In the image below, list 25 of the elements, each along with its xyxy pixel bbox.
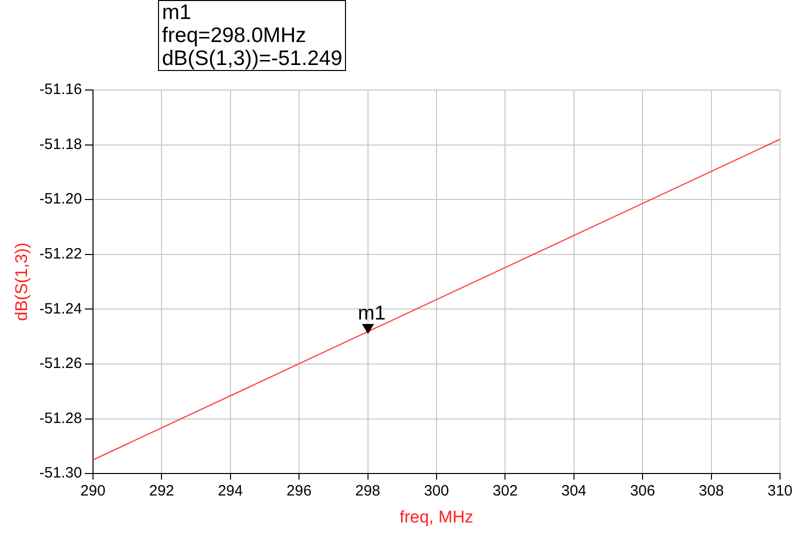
y-tick-label: -51.20 xyxy=(39,190,82,208)
x-tick-label: 292 xyxy=(149,482,174,500)
y-axis-title: dB(S(1,3)) xyxy=(12,242,31,322)
x-tick-label: 300 xyxy=(424,482,449,500)
x-tick-label: 306 xyxy=(630,482,656,500)
x-tick-label: 302 xyxy=(492,482,518,500)
x-tick-label: 296 xyxy=(286,482,312,500)
x-tick-label: 308 xyxy=(698,482,724,500)
text: m1 xyxy=(162,1,192,24)
x-tick-label: 294 xyxy=(218,482,243,500)
y-tick-label: -51.30 xyxy=(39,464,82,482)
y-tick-label: -51.26 xyxy=(39,355,82,372)
y-tick-label: -51.18 xyxy=(39,136,82,153)
y-tick-label: -51.24 xyxy=(39,300,82,318)
x-tick-label: 304 xyxy=(561,482,586,500)
y-tick-label: -51.16 xyxy=(39,81,82,98)
x-axis-title: freq, MHz xyxy=(400,507,474,526)
text: dB(S(1,3))=-51.249 xyxy=(162,47,342,70)
x-tick-label: 298 xyxy=(355,482,380,500)
y-tick-label: -51.28 xyxy=(39,410,82,427)
x-tick-label: 310 xyxy=(767,482,793,500)
annotation: m1 xyxy=(358,302,386,324)
text: freq=298.0MHz xyxy=(162,24,308,47)
x-tick-label: 290 xyxy=(80,482,106,500)
y-tick-label: -51.22 xyxy=(39,246,82,263)
